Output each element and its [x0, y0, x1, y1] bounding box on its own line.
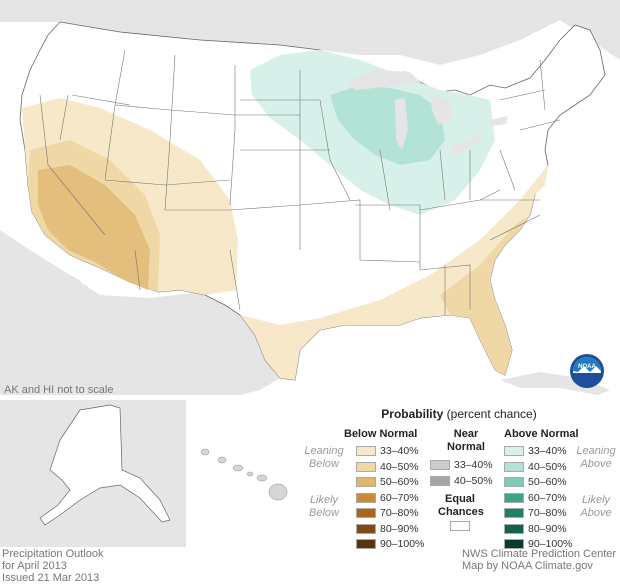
noaa-logo: NOAA — [570, 354, 604, 388]
legend-panel: Probability (percent chance) Below Norma… — [298, 401, 620, 550]
above-normal-swatch-label: 90–100% — [528, 538, 573, 550]
below-normal-header: Below Normal — [344, 428, 418, 440]
near-normal-swatch — [430, 475, 450, 486]
lake-michigan — [395, 98, 408, 150]
below-normal-legend-row: 33–40% — [356, 445, 419, 457]
below-lean-40-southeast — [440, 215, 530, 375]
below-normal-legend-row: 50–60% — [356, 476, 419, 488]
above-normal-legend-row: 70–80% — [504, 507, 567, 519]
below-normal-swatch-label: 90–100% — [380, 538, 425, 550]
scale-note: AK and HI not to scale — [4, 384, 114, 396]
noaa-logo-text: NOAA — [578, 364, 596, 370]
above-normal-swatch-label: 40–50% — [528, 460, 567, 473]
below-normal-swatch — [356, 523, 376, 534]
near-normal-swatch-label: 40–50% — [454, 474, 493, 487]
footer-right: NWS Climate Prediction Center Map by NOAA… — [462, 548, 617, 572]
likely-below-label: Likely Below — [309, 494, 339, 519]
below-normal-legend-row: 60–70% — [356, 492, 419, 504]
above-normal-legend-row: 60–70% — [504, 492, 567, 504]
above-normal-legend-row: 50–60% — [504, 476, 567, 488]
below-normal-swatch-label: 40–50% — [380, 460, 419, 473]
above-normal-legend-row: 90–100% — [504, 538, 572, 550]
lake-huron — [430, 95, 452, 125]
above-normal-swatch — [504, 477, 524, 487]
above-normal-swatch-label: 60–70% — [528, 491, 567, 504]
below-lean-33-southeast — [240, 165, 548, 380]
below-normal-swatch-label: 60–70% — [380, 491, 419, 504]
above-normal-legend-row: 40–50% — [504, 461, 567, 473]
near-normal-swatch-label: 33–40% — [454, 459, 493, 471]
leaning-above-label: Leaning Above — [576, 445, 616, 470]
above-normal-swatch-label: 80–90% — [528, 522, 567, 535]
above-normal-swatch — [504, 539, 524, 549]
below-normal-swatch — [356, 446, 376, 456]
above-normal-swatch-label: 50–60% — [528, 476, 567, 488]
lake-ontario — [488, 116, 508, 126]
below-normal-swatch-label: 33–40% — [380, 445, 419, 457]
alaska-land — [39, 404, 171, 526]
below-normal-legend-row: 70–80% — [356, 507, 419, 519]
lake-erie — [448, 135, 482, 155]
below-normal-swatch — [356, 539, 376, 549]
baja-peninsula — [60, 270, 120, 370]
state-borders — [39, 49, 561, 315]
below-normal-swatch — [356, 477, 376, 487]
legend-title: Probability (percent chance) — [381, 407, 537, 421]
above-normal-swatch — [504, 492, 524, 503]
above-normal-swatch — [504, 523, 524, 534]
below-normal-swatch — [356, 508, 376, 518]
equal-chances-swatch — [450, 521, 470, 531]
equal-chances-label: Equal Chances — [438, 493, 484, 518]
above-normal-swatch-label: 70–80% — [528, 507, 567, 519]
above-normal-swatch-label: 33–40% — [528, 445, 567, 457]
below-normal-swatch — [356, 461, 376, 472]
below-normal-legend-row: 80–90% — [356, 523, 419, 535]
below-normal-swatch — [356, 492, 376, 503]
near-normal-legend-row: 40–50% — [430, 475, 493, 487]
near-normal-legend-row: 33–40% — [430, 459, 493, 471]
below-likely-50-west — [38, 165, 150, 290]
lake-superior — [345, 70, 420, 90]
above-normal-legend-row: 80–90% — [504, 523, 567, 535]
footer-left: Precipitation Outlook for April 2013 Issue… — [2, 548, 104, 584]
above-normal-swatch — [504, 446, 524, 456]
likely-above-label: Likely Above — [580, 494, 612, 519]
below-normal-swatch-label: 80–90% — [380, 522, 419, 535]
hawaii-islands — [200, 448, 288, 501]
below-normal-legend-row: 90–100% — [356, 538, 424, 550]
above-normal-legend-row: 33–40% — [504, 445, 567, 457]
above-normal-swatch — [504, 508, 524, 518]
below-normal-legend-row: 40–50% — [356, 461, 419, 473]
above-normal-header: Above Normal — [504, 428, 579, 440]
mexico-land — [0, 230, 285, 395]
below-normal-swatch-label: 70–80% — [380, 507, 419, 519]
canada-land — [0, 0, 620, 65]
near-normal-swatch — [430, 460, 450, 470]
leaning-below-label: Leaning Below — [304, 445, 344, 470]
cuba-land — [500, 372, 610, 395]
above-lean-40-greatlakes — [330, 85, 445, 165]
hawaii-panel — [188, 400, 296, 547]
near-normal-header: Near Normal — [447, 428, 485, 453]
above-normal-swatch — [504, 461, 524, 472]
below-normal-swatch-label: 50–60% — [380, 476, 419, 488]
